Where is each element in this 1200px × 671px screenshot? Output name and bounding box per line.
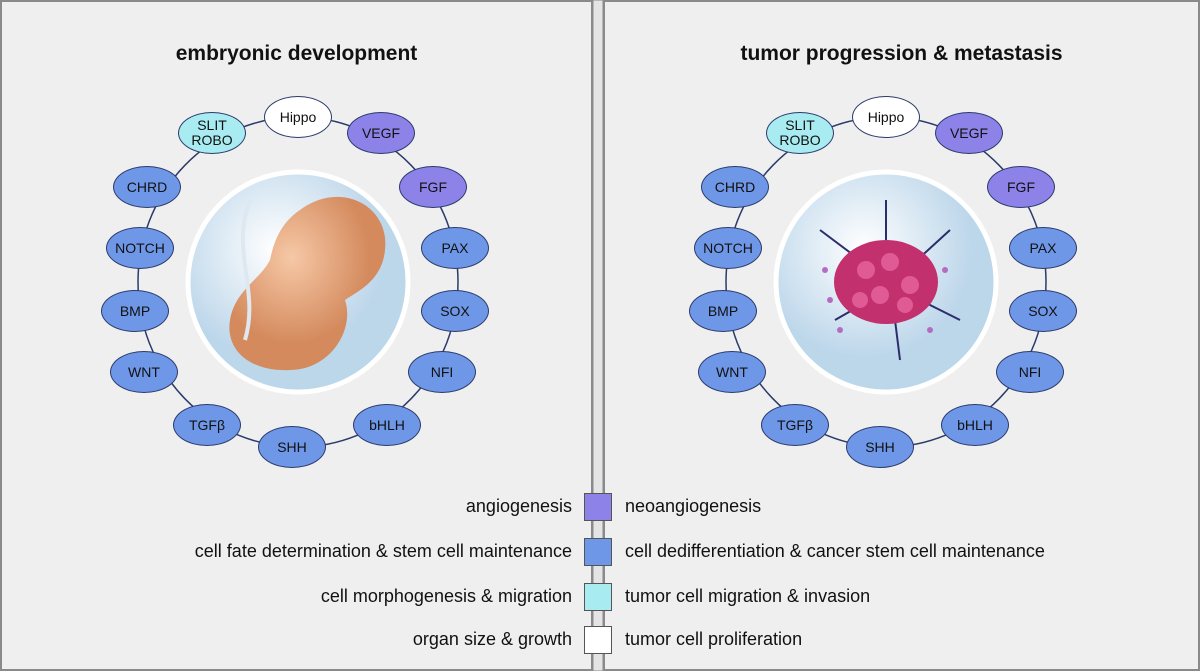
pathway-node: SHH xyxy=(846,426,914,468)
legend-swatch xyxy=(584,493,612,521)
embryo-illustration xyxy=(185,169,411,395)
legend-right-label: tumor cell migration & invasion xyxy=(625,586,871,606)
pathway-node: CHRD xyxy=(701,166,769,208)
legend-right-label: neoangiogenesis xyxy=(625,496,762,516)
pathway-node: SLIT ROBO xyxy=(766,112,834,154)
tumor-illustration xyxy=(773,169,999,395)
pathway-node: bHLH xyxy=(353,404,421,446)
legend-left-label: cell morphogenesis & migration xyxy=(320,586,572,606)
pathway-node: NFI xyxy=(408,351,476,393)
pathway-node: VEGF xyxy=(935,112,1003,154)
legend-left-label: organ size & growth xyxy=(412,629,572,649)
legend-swatch xyxy=(584,583,612,611)
pathway-node: NFI xyxy=(996,351,1064,393)
connector xyxy=(592,0,604,671)
pathway-node: BMP xyxy=(101,290,169,332)
pathway-node: NOTCH xyxy=(106,227,174,269)
pathway-node: BMP xyxy=(689,290,757,332)
pathway-node: PAX xyxy=(421,227,489,269)
pathway-node: WNT xyxy=(110,351,178,393)
pathway-node: FGF xyxy=(399,166,467,208)
pathway-node: WNT xyxy=(698,351,766,393)
pathway-node: TGFβ xyxy=(173,404,241,446)
pathway-node: NOTCH xyxy=(694,227,762,269)
pathway-node: FGF xyxy=(987,166,1055,208)
legend-left-label: angiogenesis xyxy=(465,496,572,516)
pathway-node: CHRD xyxy=(113,166,181,208)
pathway-node: SHH xyxy=(258,426,326,468)
legend-right-label: cell dedifferentiation & cancer stem cel… xyxy=(625,541,1045,561)
panel-title: tumor progression & metastasis xyxy=(740,42,1063,65)
pathway-node: PAX xyxy=(1009,227,1077,269)
pathway-node: SOX xyxy=(421,290,489,332)
legend-left-label: cell fate determination & stem cell main… xyxy=(194,541,572,561)
pathway-node: VEGF xyxy=(347,112,415,154)
pathway-node: SLIT ROBO xyxy=(178,112,246,154)
pathway-node: TGFβ xyxy=(761,404,829,446)
legend-right-label: tumor cell proliferation xyxy=(625,629,803,649)
legend-swatch xyxy=(584,538,612,566)
legend-swatch xyxy=(584,626,612,654)
pathway-node: SOX xyxy=(1009,290,1077,332)
panel-title: embryonic development xyxy=(175,42,418,65)
pathway-node: Hippo xyxy=(264,96,332,138)
pathway-node: bHLH xyxy=(941,404,1009,446)
pathway-node: Hippo xyxy=(852,96,920,138)
